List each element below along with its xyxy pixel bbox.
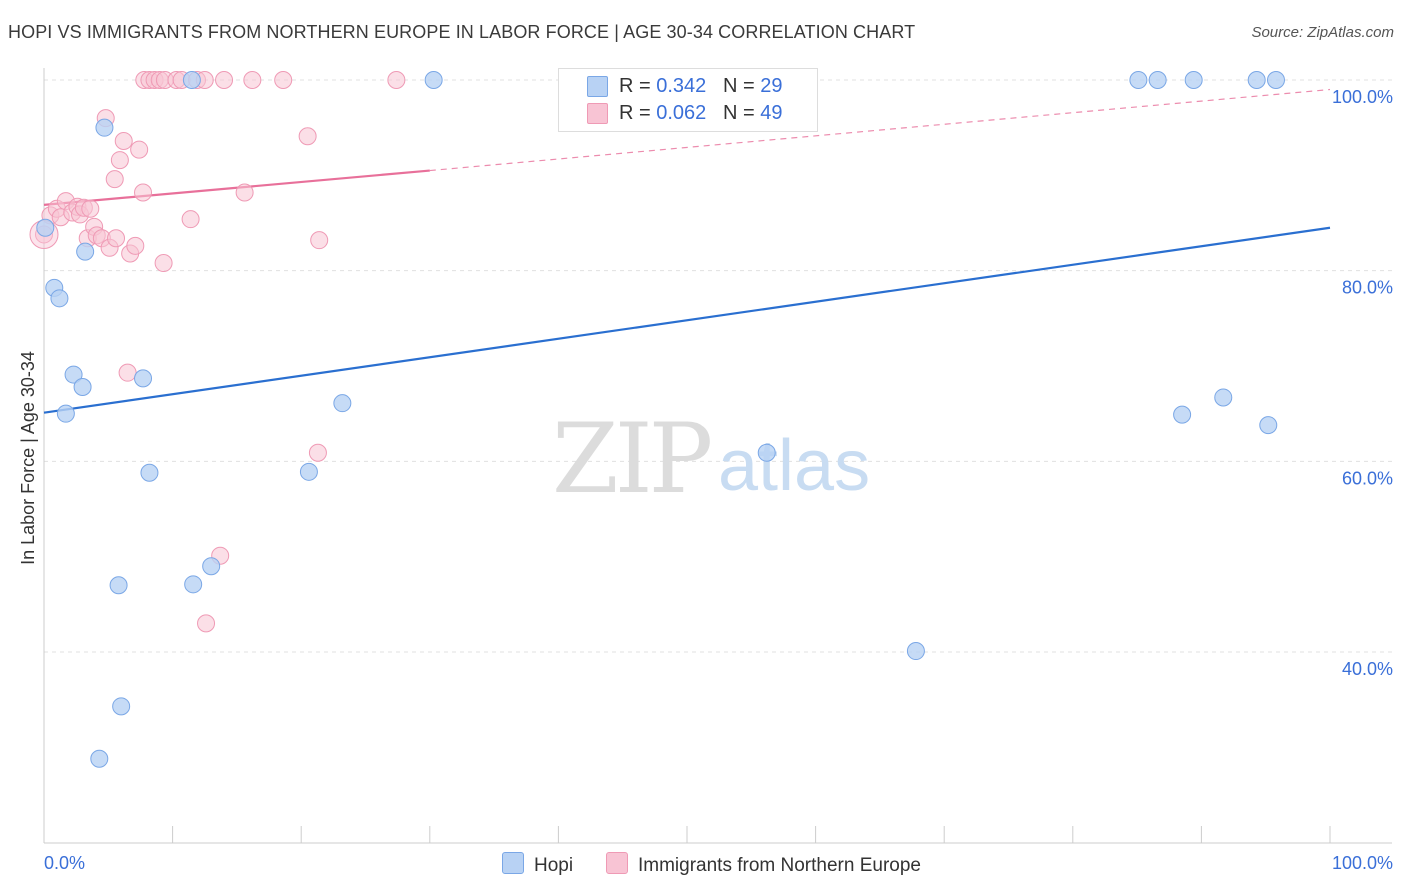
northern-europe-point-44 [308,443,327,462]
northern-europe-point-42 [298,127,317,146]
northern-europe-point-38 [215,71,234,89]
r-label: R = [619,75,651,97]
axes [43,68,1392,844]
hopi-point-2 [50,289,69,308]
gridlines [44,79,1392,653]
northern-europe-point-22 [126,236,145,255]
r-value-northern-europe: 0.062 [656,102,707,124]
northern-europe-point-33 [181,210,200,229]
hopi-point-17 [333,394,352,413]
chart-title: HOPI VS IMMIGRANTS FROM NORTHERN EUROPE … [8,22,916,42]
northern-europe-point-36 [197,614,216,633]
legend-item-northern-europe: Immigrants from Northern Europe [606,852,921,877]
y-axis-label: In Labor Force | Age 30-34 [18,351,38,565]
hopi-point-9 [112,697,131,716]
hopi-point-25 [1214,388,1233,407]
northern-europe-trendline [43,169,430,206]
hopi-point-19 [757,443,776,462]
northern-europe-point-23 [130,140,149,159]
northern-europe-point-43 [310,231,329,250]
hopi-swatch [587,76,608,97]
northern-europe-swatch [587,103,608,124]
northern-europe-point-45 [387,71,406,89]
hopi-point-0 [36,218,55,237]
hopi-point-4 [64,365,83,384]
hopi-point-15 [202,557,221,576]
hopi-point-23 [1173,405,1192,424]
hopi-point-7 [95,118,114,137]
legend-northern-europe-swatch [606,852,628,874]
n-label: N = [722,102,755,124]
northern-europe-point-19 [114,132,133,151]
hopi-point-10 [90,749,109,768]
northern-europe-point-10 [81,199,100,218]
stats-legend: R = 0.342 N = 29 R = 0.062 N = 49 [558,68,818,132]
northern-europe-trendline-extension [429,88,1331,172]
r-value-hopi: 0.342 [656,75,707,97]
stats-text-hopi: R = 0.342 N = 29 [619,75,782,98]
northern-europe-point-39 [235,183,254,202]
hopi-point-24 [1184,71,1203,89]
source-note: Source: ZipAtlas.com [1251,24,1394,41]
northern-europe-point-40 [243,71,262,89]
hopi-point-20 [906,642,925,661]
hopi-point-18 [424,71,443,89]
watermark-atlas: atlas [718,426,870,506]
r-label: R = [619,102,651,124]
y-tick-label-60: 60.0% [1342,468,1393,488]
hopi-point-16 [299,462,318,481]
hopi-point-28 [1266,71,1285,89]
x-tick-label-0: 0.0% [44,853,85,873]
legend-item-hopi: Hopi [502,852,573,877]
watermark: ZIP atlas [552,403,870,515]
hopi-point-13 [182,71,201,89]
trendlines [43,88,1331,414]
hopi-point-14 [184,575,203,594]
northern-europe-point-24 [134,183,153,202]
y-tick-label-40: 40.0% [1342,659,1393,679]
hopi-point-27 [1259,416,1278,435]
x-tick-label-100: 100.0% [1332,853,1393,873]
hopi-point-21 [1129,71,1148,89]
hopi-point-8 [109,576,128,595]
stats-text-northern-europe: R = 0.062 N = 49 [619,102,782,125]
legend-hopi-swatch [502,852,524,874]
northern-europe-point-18 [110,151,129,170]
tick-labels: 100.0% 80.0% 60.0% 40.0% 0.0% 100.0% [44,87,1393,873]
hopi-trendline [43,226,1331,414]
northern-europe-point-17 [105,170,124,189]
hopi-point-5 [73,377,92,396]
n-label: N = [722,75,755,97]
legend-hopi-label: Hopi [534,855,574,876]
hopi-point-22 [1148,71,1167,89]
hopi-point-6 [76,242,95,261]
hopi-point-11 [134,369,153,388]
watermark-zip: ZIP [552,403,711,515]
n-value-northern-europe: 49 [760,102,783,124]
northern-europe-point-16 [107,229,126,248]
hopi-point-12 [140,463,159,482]
hopi-point-26 [1247,71,1266,89]
y-tick-label-80: 80.0% [1342,278,1393,298]
legend-northern-europe-label: Immigrants from Northern Europe [638,855,921,876]
n-value-hopi: 29 [760,75,783,97]
northern-europe-point-41 [274,71,293,89]
northern-europe-point-30 [154,254,173,273]
northern-europe-point-20 [118,363,137,382]
hopi-point-3 [56,404,75,423]
y-tick-label-100: 100.0% [1332,87,1393,107]
data-points [29,71,1285,768]
